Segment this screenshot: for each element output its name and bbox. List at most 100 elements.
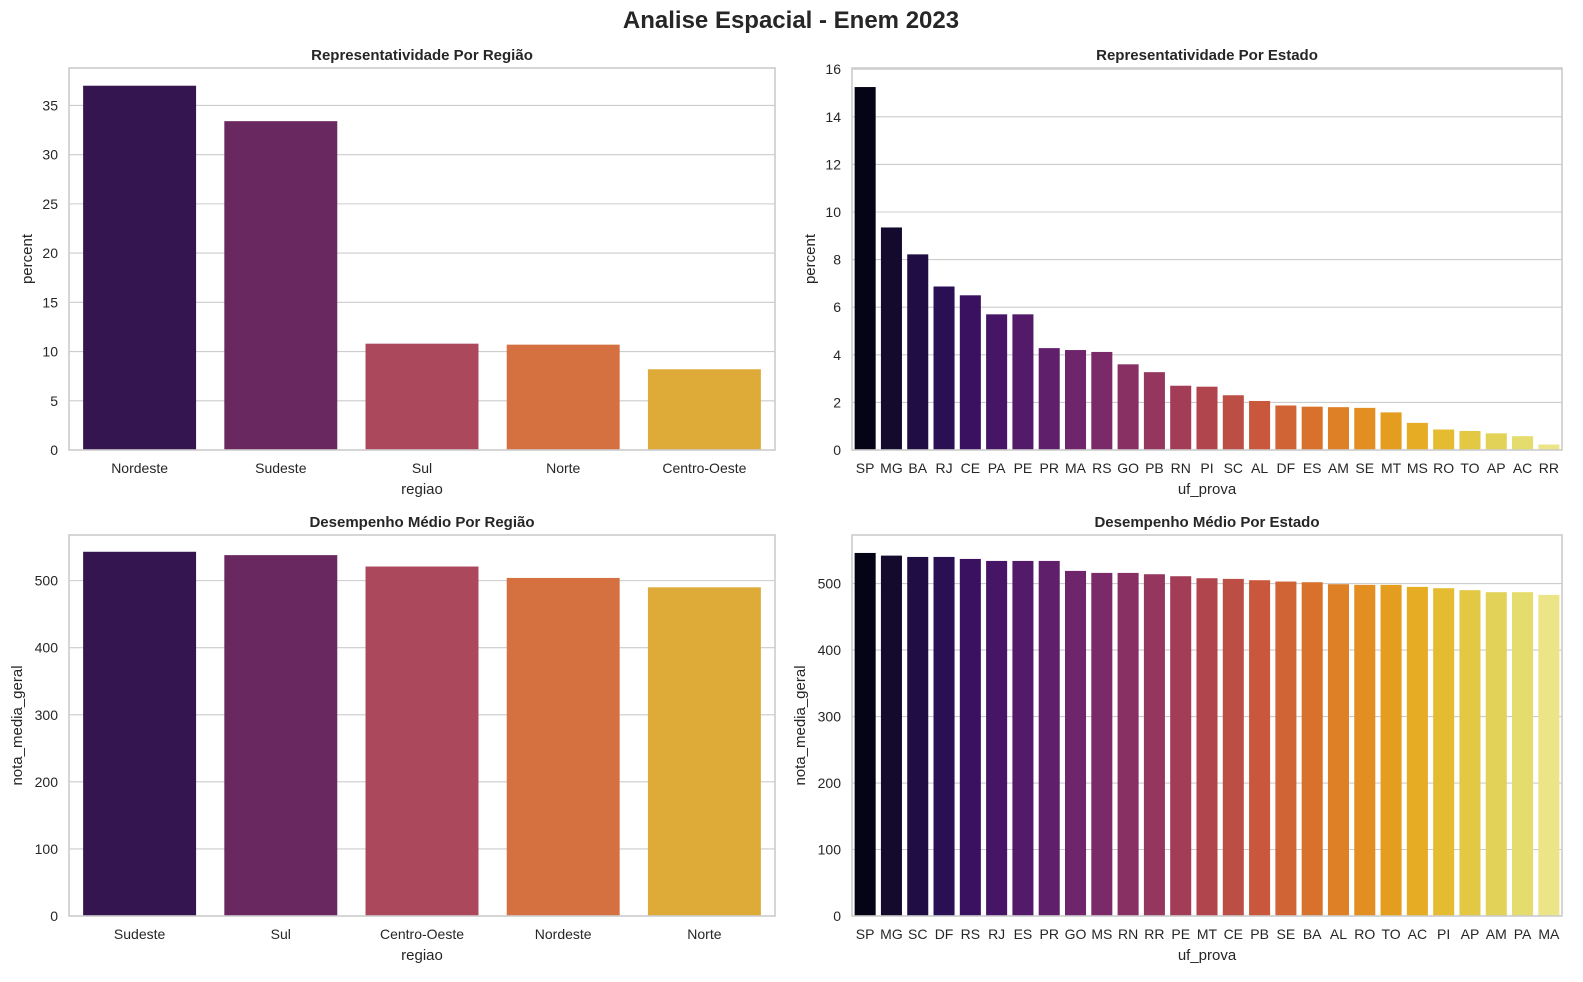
bar-centro-oeste <box>647 369 761 450</box>
x-tick-label: DF <box>1277 460 1296 476</box>
x-tick-label: AL <box>1330 926 1347 942</box>
bar-pa <box>986 314 1008 450</box>
y-axis-label: nota_media_geral <box>9 665 26 785</box>
x-tick-label: BA <box>1303 926 1322 942</box>
bar-rn <box>1117 572 1139 916</box>
x-tick-label: RO <box>1433 460 1454 476</box>
bar-al <box>1249 400 1271 450</box>
y-tick-label: 500 <box>818 576 842 592</box>
bar-se <box>1354 407 1376 450</box>
x-tick-label: SC <box>908 926 927 942</box>
chart-representatividade-regiao: 0 5 10 15 20 25 30 35 Nordeste Sudeste Sul Norte Cen… <box>19 47 776 498</box>
bar-centro-oeste <box>365 566 479 916</box>
x-tick-label: CE <box>961 460 980 476</box>
x-tick-label: SE <box>1355 460 1374 476</box>
x-tick-label: MG <box>880 926 903 942</box>
bar-ms <box>1091 572 1113 916</box>
bar-se <box>1275 581 1297 916</box>
bar-ba <box>1301 582 1323 916</box>
bar-al <box>1327 584 1349 916</box>
x-tick-label: RJ <box>988 926 1005 942</box>
y-tick-label: 2 <box>833 394 841 410</box>
y-tick-label: 200 <box>35 774 59 790</box>
x-tick-label: MG <box>880 460 903 476</box>
x-tick-label: MT <box>1197 926 1218 942</box>
x-tick-label: PR <box>1039 926 1058 942</box>
y-tick-label: 30 <box>42 147 58 163</box>
x-tick-label: SC <box>1224 460 1243 476</box>
y-tick-label: 0 <box>833 442 841 458</box>
x-tick-label: DF <box>935 926 954 942</box>
y-tick-label: 16 <box>825 61 841 77</box>
bar-rn <box>1170 385 1192 450</box>
y-axis-label: nota_media_geral <box>792 665 809 785</box>
bar-ap <box>1485 433 1507 450</box>
y-tick-label: 5 <box>50 393 58 409</box>
y-tick-label: 0 <box>50 442 58 458</box>
x-tick-label: RS <box>1092 460 1111 476</box>
x-tick-label: RN <box>1118 926 1138 942</box>
bar-sul <box>365 343 479 450</box>
x-tick-label: AL <box>1251 460 1268 476</box>
bar-ac <box>1406 586 1428 916</box>
bar-nordeste <box>83 85 197 450</box>
bar-ms <box>1406 422 1428 450</box>
y-tick-label: 35 <box>42 97 58 113</box>
bar-pi <box>1433 588 1455 916</box>
bar-ma <box>1065 350 1087 450</box>
y-tick-label: 200 <box>818 775 842 791</box>
bar-pr <box>1038 560 1060 916</box>
bar-rj <box>933 286 955 450</box>
plot-frame <box>851 534 1563 917</box>
x-tick-label: MA <box>1065 460 1087 476</box>
bar-am <box>1327 407 1349 450</box>
x-tick-label: Centro-Oeste <box>380 926 464 942</box>
bar-pi <box>1196 386 1218 450</box>
bar-df <box>1275 405 1297 450</box>
bar-pb <box>1249 580 1271 916</box>
x-tick-label: PE <box>1171 926 1190 942</box>
bar-pa <box>1512 592 1534 916</box>
y-tick-label: 500 <box>35 573 59 589</box>
x-tick-label: Norte <box>687 926 721 942</box>
plot-frame <box>68 534 776 917</box>
chart-title: Desempenho Médio Por Estado <box>1094 514 1319 531</box>
x-tick-label: Norte <box>546 460 580 476</box>
x-tick-label: Sudeste <box>255 460 307 476</box>
bar-df <box>933 556 955 916</box>
x-tick-label: MS <box>1091 926 1112 942</box>
bar-go <box>1117 364 1139 450</box>
bar-pb <box>1143 372 1165 450</box>
bar-ba <box>907 254 929 450</box>
bar-to <box>1459 430 1481 450</box>
chart-title: Representatividade Por Estado <box>1096 47 1318 64</box>
y-tick-label: 4 <box>833 347 841 363</box>
bar-sc <box>1222 395 1244 450</box>
bar-ro <box>1433 429 1455 450</box>
bar-ce <box>959 295 981 450</box>
bar-ac <box>1512 436 1534 450</box>
y-axis-label: percent <box>19 233 36 284</box>
x-tick-label: PE <box>1014 460 1033 476</box>
bar-sp <box>854 552 876 916</box>
bar-mg <box>880 555 902 916</box>
y-tick-label: 15 <box>42 294 58 310</box>
x-tick-label: Nordeste <box>111 460 168 476</box>
bar-sul <box>224 555 338 916</box>
bar-rj <box>986 560 1008 916</box>
x-tick-label: PB <box>1145 460 1164 476</box>
x-tick-label: RR <box>1144 926 1164 942</box>
y-tick-label: 8 <box>833 252 841 268</box>
plot-frame <box>68 67 776 451</box>
bar-rr <box>1143 574 1165 916</box>
bar-am <box>1485 592 1507 916</box>
figure-title: Analise Espacial - Enem 2023 <box>623 7 959 34</box>
x-tick-label: RO <box>1354 926 1375 942</box>
bar-mt <box>1196 578 1218 916</box>
x-tick-label: AP <box>1461 926 1480 942</box>
x-tick-label: BA <box>908 460 927 476</box>
y-tick-label: 0 <box>833 908 841 924</box>
bar-sc <box>907 556 929 916</box>
x-tick-label: GO <box>1065 926 1087 942</box>
bar-sp <box>854 87 876 450</box>
